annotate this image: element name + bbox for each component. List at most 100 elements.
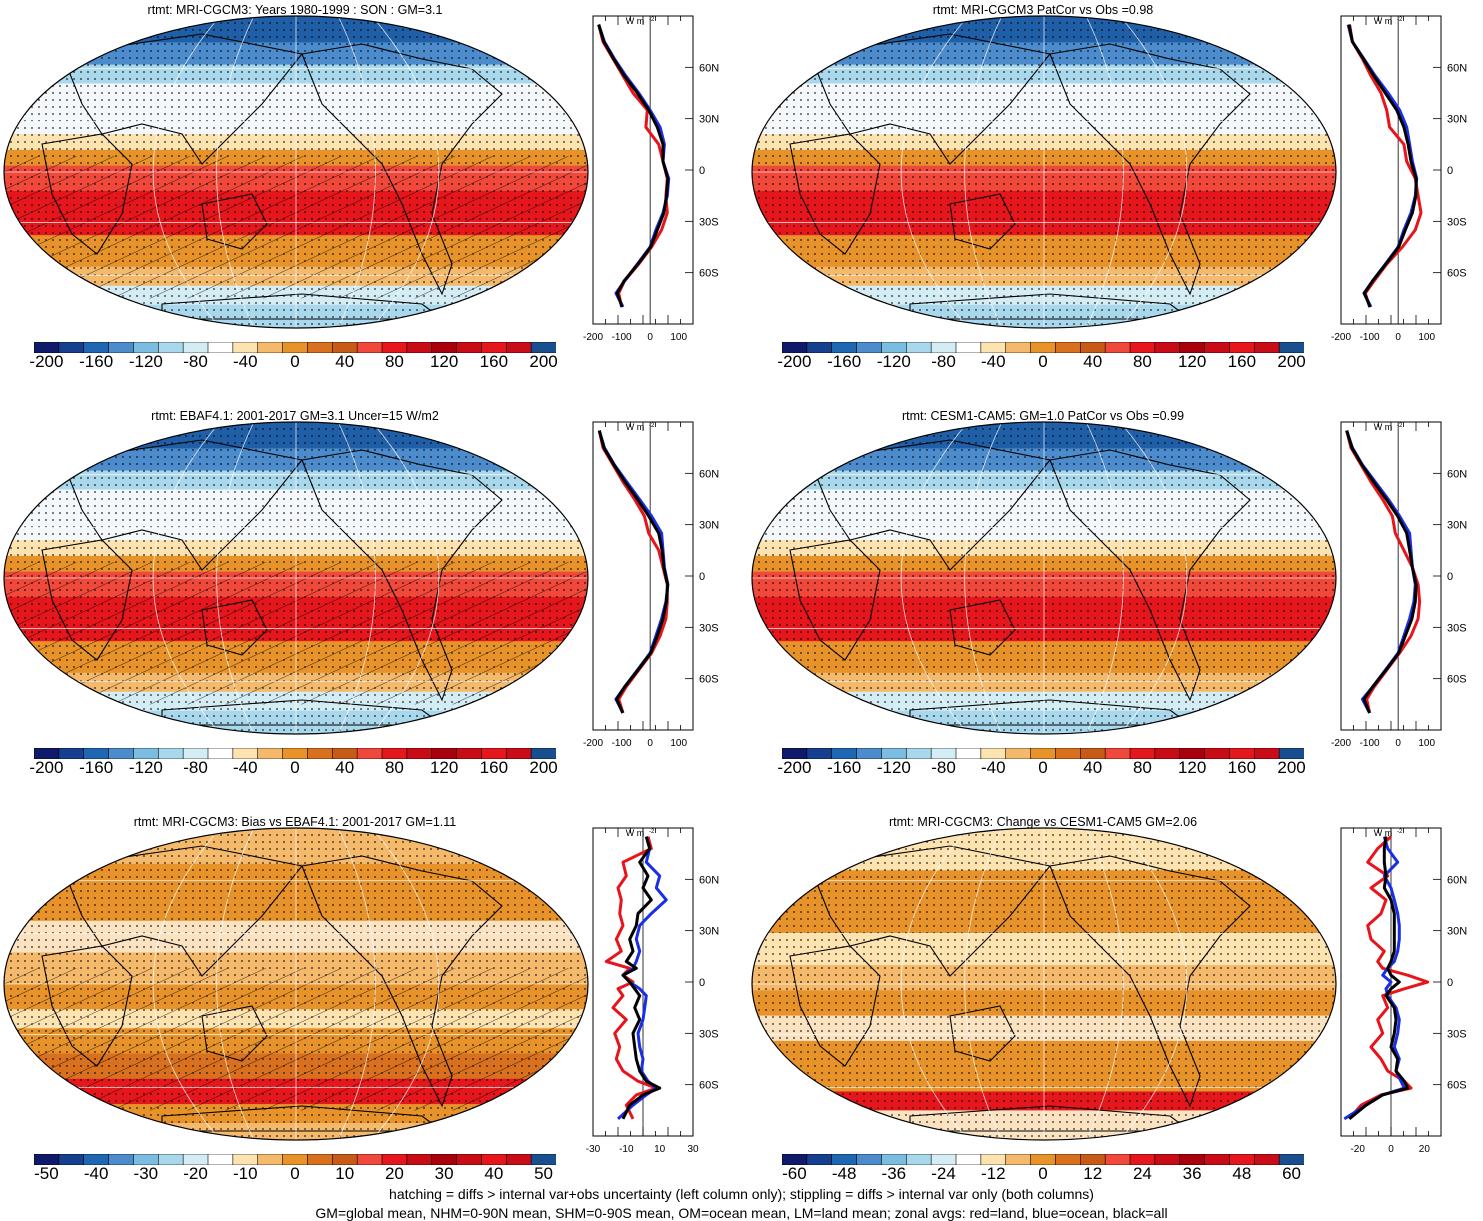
lat-tick-label: 30N: [699, 926, 719, 938]
zonal-mean-panel: 60N 30N 0 30S 60S W m -2 -200 -100 0 100: [1326, 14, 1483, 350]
series-line-all: [621, 836, 662, 1120]
colorbar: [781, 746, 1305, 760]
lat-tick-label: 30N: [1447, 926, 1467, 938]
colorbar-svg: [781, 1153, 1305, 1166]
x-tick-label: 0: [1395, 738, 1401, 749]
lat-tick-label: 60S: [1447, 1080, 1467, 1092]
longitude-gridline: [369, 422, 440, 734]
colorbar-tick-label: 120: [1177, 758, 1207, 777]
lat-tick-label: 30S: [699, 622, 719, 634]
lat-tick-label: 30S: [699, 216, 719, 228]
zonal-mean-panel: 60N 30N 0 30S 60S W m -2 -200 -100 0 100: [1326, 420, 1483, 756]
colorbar-tick-label: -200: [777, 758, 812, 777]
colorbar-labels: -200 -160 -120 -80 -40 0 40 80 120 160 200: [29, 352, 557, 376]
lat-tick-label: 60N: [1447, 874, 1467, 886]
lat-tick-label: 30S: [1447, 216, 1467, 228]
series-line-ocean: [1345, 430, 1417, 714]
colorbar-tick-label: 40: [484, 1164, 504, 1183]
x-tick-label: 100: [670, 738, 687, 749]
colorbar-tick-label: 0: [290, 352, 300, 371]
colorbar-tick-label: 12: [1083, 1164, 1103, 1183]
colorbar-tick-label: -200: [29, 758, 64, 777]
panel-title: rtmt: MRI-CGCM3: Years 1980-1999 : SON :…: [147, 3, 443, 17]
colorbar-tick-label: 48: [1232, 1164, 1252, 1183]
longitude-gridline: [1117, 16, 1188, 328]
lat-tick-label: 60S: [699, 1080, 719, 1092]
colorbar-tick-label: 10: [335, 1164, 355, 1183]
zonal-frame: [1340, 421, 1442, 731]
longitude-gridline: [964, 16, 1004, 328]
longitude-gridline: [216, 16, 256, 328]
x-tick-label: 0: [1388, 1144, 1394, 1155]
longitude-gridline: [1117, 422, 1188, 734]
zonal-mean-panel: 60N 30N 0 30S 60S W m -2 -20 0 20: [1326, 826, 1483, 1162]
colorbar-tick-label: -80: [931, 758, 956, 777]
longitude-gridline: [964, 828, 1004, 1140]
colorbar-tick-label: 200: [529, 758, 558, 777]
x-tick-label: -30: [586, 1144, 601, 1155]
colorbar-tick-label: -160: [79, 758, 114, 777]
colorbar-labels: -200 -160 -120 -80 -40 0 40 80 120 160 200: [29, 758, 558, 782]
lat-tick-label: 0: [1447, 571, 1453, 583]
longitude-gridline: [152, 422, 223, 734]
x-tick-label: 0: [647, 332, 653, 343]
colorbar-tick-label: -60: [782, 1164, 807, 1183]
world-map: [751, 15, 1337, 329]
colorbar-svg: [33, 1153, 557, 1166]
zonal-units-label: W m: [1374, 422, 1393, 432]
longitude-gridline: [900, 422, 971, 734]
colorbar-tick-label: -80: [183, 352, 208, 371]
zonal-units-exponent: -2: [1397, 829, 1403, 835]
longitude-gridline: [964, 422, 1004, 734]
map-border: [3, 827, 589, 1141]
colorbar-tick-label: -80: [183, 758, 208, 777]
zonal-units-exponent: -2: [649, 829, 655, 835]
lat-tick-label: 60N: [1447, 468, 1467, 480]
zonal-mean-panel: 60N 30N 0 30S 60S W m -2 -200 -100 0 100: [578, 14, 743, 350]
colorbar-tick-label: -120: [128, 758, 163, 777]
colorbar: [33, 340, 557, 354]
world-map: [3, 827, 589, 1141]
colorbar-tick-label: 160: [1227, 352, 1257, 371]
x-tick-label: -20: [1350, 1144, 1365, 1155]
colorbar-tick-label: 160: [479, 758, 509, 777]
map-panel: [750, 826, 1338, 1142]
lat-tick-label: 60S: [699, 674, 719, 686]
colorbar-tick-label: -36: [881, 1164, 907, 1183]
lat-tick-label: 30N: [699, 114, 719, 126]
map-panel: [2, 420, 590, 736]
colorbar-tick-label: 80: [1132, 758, 1152, 777]
colorbar-tick-label: 24: [1132, 1164, 1152, 1183]
panel-title: rtmt: MRI-CGCM3: Change vs CESM1-CAM5 GM…: [888, 815, 1198, 829]
lat-tick-label: 60N: [1447, 62, 1467, 74]
lat-tick-label: 30S: [1447, 622, 1467, 634]
footer-line-2: GM=global mean, NHM=0-90N mean, SHM=0-90…: [315, 1205, 1168, 1221]
colorbar-tick-label: -40: [232, 352, 258, 371]
zonal-mean-panel: 60N 30N 0 30S 60S W m -2 -30 -10 10 30: [578, 826, 743, 1162]
colorbar-tick-label: 0: [290, 1164, 300, 1183]
colorbar-tick-label: 200: [1277, 352, 1306, 371]
lat-tick-label: 60N: [699, 62, 719, 74]
colorbar-labels: -60 -48 -36 -24 -12 0 12 24 36 48 60: [782, 1164, 1304, 1188]
colorbar-tick-label: 160: [479, 352, 509, 371]
colorbar-tick-label: 40: [335, 352, 355, 371]
x-tick-label: -100: [612, 738, 632, 749]
series-line-all: [597, 430, 670, 714]
lat-tick-label: 30S: [1447, 1028, 1467, 1040]
lat-tick-label: 0: [699, 165, 705, 177]
longitude-gridline: [1084, 422, 1124, 734]
panel-title: rtmt: EBAF4.1: 2001-2017 GM=3.1 Uncer=15…: [151, 409, 439, 423]
map-panel: [750, 420, 1338, 736]
zonal-units-exponent: -2: [649, 423, 655, 429]
x-tick-label: -200: [1331, 738, 1351, 749]
footer-line-1: hatching = diffs > internal var+obs unce…: [389, 1186, 1094, 1202]
x-tick-label: -200: [583, 738, 603, 749]
x-tick-label: -200: [1331, 332, 1351, 343]
colorbar-tick-label: -200: [777, 352, 812, 371]
colorbar-tick-label: 0: [1038, 758, 1048, 777]
x-tick-label: 20: [1419, 1144, 1431, 1155]
colorbar-tick-label: -120: [128, 352, 163, 371]
colorbar-tick-label: 120: [429, 352, 459, 371]
series-line-ocean: [597, 430, 670, 714]
map-panel: [2, 826, 590, 1142]
